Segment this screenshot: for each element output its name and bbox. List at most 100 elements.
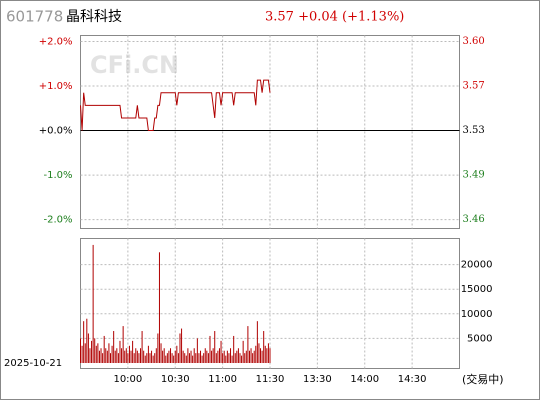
volume-bar xyxy=(113,331,115,363)
x-tick-label: 11:30 xyxy=(256,374,285,385)
volume-bar xyxy=(152,355,154,363)
volume-bar xyxy=(119,340,121,363)
volume-bar xyxy=(212,348,214,363)
volume-bar xyxy=(234,353,236,363)
volume-bar xyxy=(98,350,100,363)
volume-bar xyxy=(157,333,159,363)
x-tick-label: 10:30 xyxy=(161,374,190,385)
volume-bar xyxy=(188,353,190,363)
y2-tick-label: 3.53 xyxy=(463,125,485,136)
volume-bar xyxy=(136,350,138,363)
volume-bar xyxy=(182,350,184,363)
volume-bar xyxy=(266,348,268,363)
volume-bar xyxy=(179,333,181,363)
volume-bar xyxy=(211,350,213,363)
volume-bar xyxy=(83,321,85,363)
y-tick-label: 20000 xyxy=(461,260,493,271)
volume-bar xyxy=(187,348,189,363)
volume-bar xyxy=(256,321,258,363)
volume-bar xyxy=(122,326,124,363)
volume-bar xyxy=(244,353,246,363)
volume-bar xyxy=(203,353,205,363)
volume-bar xyxy=(151,350,153,363)
volume-bar xyxy=(217,350,219,363)
volume-bar xyxy=(106,350,108,363)
price-line xyxy=(80,79,271,132)
volume-bar xyxy=(138,353,140,363)
volume-bar xyxy=(80,338,81,363)
volume-bar xyxy=(144,355,146,363)
volume-bar xyxy=(173,355,175,363)
volume-bar xyxy=(140,348,142,363)
x-tick-label: 13:30 xyxy=(303,374,332,385)
volume-bar xyxy=(263,331,265,363)
volume-bar xyxy=(84,343,86,363)
y2-tick-label: 3.46 xyxy=(463,214,485,225)
volume-bar xyxy=(135,348,137,363)
y-tick-label: 10000 xyxy=(461,309,493,320)
volume-bar xyxy=(103,335,105,363)
volume-bar xyxy=(269,348,271,363)
volume-bar xyxy=(108,343,110,363)
volume-bar xyxy=(248,350,250,363)
volume-bar xyxy=(245,350,247,363)
volume-bar xyxy=(121,348,123,363)
y-tick-label: +1.0% xyxy=(39,81,73,92)
volume-bar xyxy=(181,328,183,363)
volume-bar xyxy=(267,343,269,363)
volume-bar xyxy=(200,350,202,363)
volume-bar xyxy=(237,348,239,363)
x-tick-label: 14:00 xyxy=(350,374,379,385)
volume-bar xyxy=(222,353,224,363)
volume-bar xyxy=(264,345,266,363)
volume-bar xyxy=(163,348,165,363)
y2-tick-label: 3.49 xyxy=(463,170,485,181)
x-tick-label: 10:00 xyxy=(113,374,142,385)
volume-bar xyxy=(166,353,168,363)
volume-bar xyxy=(223,350,225,363)
y-tick-label: +0.0% xyxy=(39,126,73,137)
volume-bar xyxy=(171,353,173,363)
volume-bar xyxy=(204,348,206,363)
volume-bar xyxy=(105,348,107,363)
y-tick-label: -1.0% xyxy=(43,170,72,181)
x-tick-label: 11:00 xyxy=(208,374,237,385)
x-tick-label: 14:30 xyxy=(398,374,427,385)
volume-bar xyxy=(87,333,89,363)
volume-bar xyxy=(260,348,262,363)
volume-bar xyxy=(233,335,235,363)
volume-bar xyxy=(250,348,252,363)
volume-bar xyxy=(128,345,130,363)
volume-bar xyxy=(252,353,254,363)
volume-bar xyxy=(176,345,178,363)
y2-tick-label: 3.57 xyxy=(463,81,485,92)
volume-bar xyxy=(91,340,93,363)
volume-bar xyxy=(231,355,233,363)
volume-bar xyxy=(81,345,83,363)
volume-bar xyxy=(218,348,220,363)
volume-bar xyxy=(239,353,241,363)
y-tick-label: 5000 xyxy=(467,333,492,344)
quote: 3.57 +0.04 (+1.13%) xyxy=(265,10,404,25)
volume-bar xyxy=(228,353,230,363)
volume-bar xyxy=(102,353,104,363)
volume-bar xyxy=(230,348,232,363)
volume-bar xyxy=(177,353,179,363)
volume-bar xyxy=(170,348,172,363)
volume-bar xyxy=(209,335,211,363)
volume-bar xyxy=(141,331,143,363)
y-tick-label: +2.0% xyxy=(39,37,73,48)
volume-bar xyxy=(154,353,156,363)
volume-bar xyxy=(124,350,126,363)
volume-bar xyxy=(236,350,238,363)
volume-bar xyxy=(127,353,129,363)
volume-bar xyxy=(220,340,222,363)
volume-bar xyxy=(132,340,134,363)
volume-bar xyxy=(196,338,198,363)
volume-bar xyxy=(206,350,208,363)
volume-bar xyxy=(193,348,195,363)
volume-bar xyxy=(143,350,145,363)
volume-bar xyxy=(241,355,243,363)
volume-bar xyxy=(146,353,148,363)
